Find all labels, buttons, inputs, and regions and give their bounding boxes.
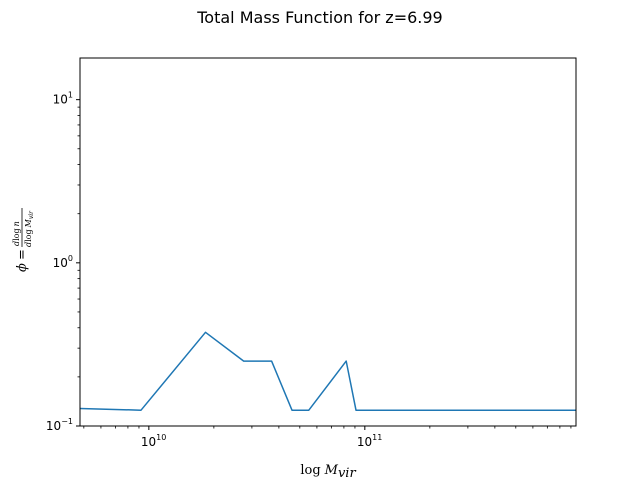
plot-frame <box>79 57 577 427</box>
chart-title: Total Mass Function for z=6.99 <box>197 8 443 27</box>
ticks-layer: 1010 1011 10−1 100 101 <box>46 91 572 449</box>
y-tick-label: 101 <box>53 91 73 107</box>
svg-text:ϕ: ϕ <box>15 263 30 272</box>
x-tick-label: 1011 <box>357 433 382 449</box>
svg-text:dlogMvir: dlogMvir <box>24 210 35 247</box>
series-layer <box>80 331 576 411</box>
y-tick-label: 100 <box>53 254 73 270</box>
series-line <box>80 331 576 411</box>
x-tick-label: 1010 <box>141 433 166 449</box>
y-tick-label: 10−1 <box>46 417 73 433</box>
svg-text:=: = <box>15 249 30 260</box>
y-axis-label: ϕ = dlogn dlogMvir <box>12 208 35 272</box>
svg-text:dlogn: dlogn <box>12 221 21 246</box>
x-axis-label: log Mvir <box>300 463 356 480</box>
